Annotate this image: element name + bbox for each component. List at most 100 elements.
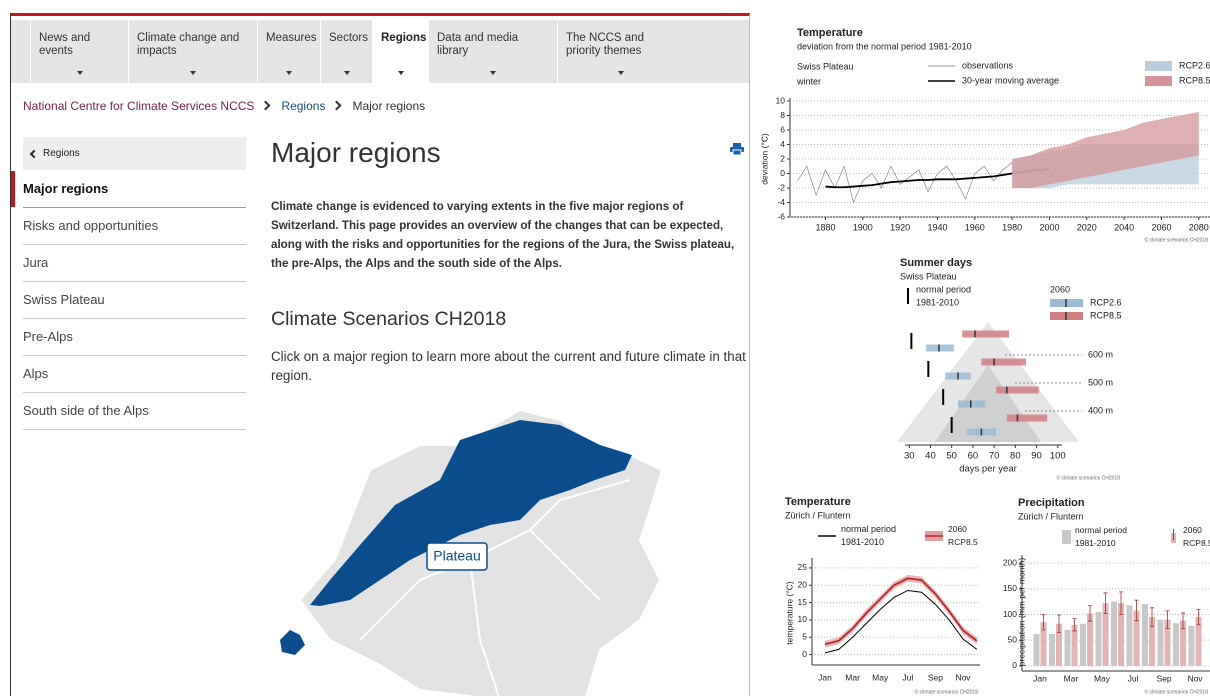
bar <box>1126 605 1133 666</box>
y-tick-label: 6 <box>780 124 785 134</box>
bar <box>1095 611 1102 666</box>
x-tick-label: 80 <box>1010 451 1021 462</box>
range-bar <box>981 358 1026 366</box>
x-tick-label: Nov <box>955 672 971 682</box>
y-tick-label: 10 <box>798 614 808 624</box>
legend-label: RCP8.5 <box>948 537 978 547</box>
y-tick-label: 25 <box>798 562 808 572</box>
band <box>825 574 977 648</box>
map-label[interactable]: Plateau <box>433 548 480 564</box>
dropdown-arrow <box>343 71 350 75</box>
legend-label: RCP8.5 <box>1179 75 1210 85</box>
x-tick-label: Jan <box>1033 673 1047 683</box>
x-axis-label: days per year <box>959 464 1017 475</box>
dropdown-arrow <box>286 71 292 75</box>
sidebar-item[interactable]: Risks and opportunities <box>23 208 246 245</box>
nav-tab[interactable]: Measures <box>257 20 320 83</box>
bar <box>1071 624 1078 666</box>
legend-label: normal period <box>1075 525 1127 535</box>
nav-tab[interactable]: News and events <box>30 20 128 83</box>
website: News and events Climate change and impact… <box>10 13 750 696</box>
y-tick-label: -6 <box>777 211 785 221</box>
error-bar <box>1041 614 1046 631</box>
y-tick-label: 0 <box>802 649 807 659</box>
x-tick-label: 1960 <box>965 222 985 232</box>
bar <box>1142 604 1148 666</box>
legend-label: 2060 <box>1050 284 1070 294</box>
y-tick-label: 100 <box>1003 609 1017 619</box>
nav-tab[interactable]: The NCCS and priority themes <box>557 20 684 83</box>
bar <box>1049 634 1055 666</box>
x-tick-label: Mar <box>1064 673 1079 683</box>
legend-label: 2060 <box>1183 525 1202 535</box>
nav-tab[interactable]: Regions <box>372 20 428 83</box>
range-bar <box>962 330 1009 338</box>
back-link[interactable]: Regions <box>23 137 246 170</box>
dropdown-arrow <box>190 71 196 75</box>
y-tick-label: 150 <box>1003 583 1017 593</box>
bar <box>1087 613 1093 666</box>
crumb-link[interactable]: Regions <box>281 99 326 113</box>
nav-tab[interactable]: Sectors <box>320 20 372 83</box>
altitude-label: 400 m <box>1088 405 1113 415</box>
map-label-box[interactable] <box>426 542 488 571</box>
dropdown-arrow <box>490 71 496 75</box>
x-tick-label: 2000 <box>1039 222 1059 232</box>
legend-label: observations <box>962 60 1014 70</box>
error-bar <box>1119 591 1123 615</box>
legend-swatch <box>1145 76 1172 86</box>
sidebar-item[interactable]: Major regions <box>11 171 246 208</box>
x-tick-label: 1940 <box>927 222 947 232</box>
legend-label: 1981-2010 <box>841 537 884 547</box>
altitude-label: 600 m <box>1088 349 1113 359</box>
region-border <box>469 559 500 696</box>
error-bar <box>1165 610 1170 629</box>
chart-subtitle: Zürich / Fluntern <box>785 510 851 520</box>
legend-swatch <box>1145 61 1172 71</box>
sidebar-item[interactable]: Pre-Alps <box>23 319 246 356</box>
y-tick-label: 0 <box>780 168 785 178</box>
x-tick-label: 2080 <box>1189 222 1209 232</box>
error-bar <box>1196 608 1201 626</box>
crumb-current: Major regions <box>352 99 426 113</box>
error-bar <box>1134 599 1139 622</box>
range-bar <box>958 400 986 408</box>
x-tick-label: 70 <box>989 451 1000 462</box>
chart-title: Temperature <box>797 27 863 39</box>
region-plateau[interactable] <box>310 420 632 606</box>
y-tick-label: 15 <box>798 597 808 607</box>
x-tick-label: 90 <box>1031 451 1042 462</box>
x-tick-label: 40 <box>925 451 936 462</box>
region: Swiss Plateau <box>797 61 854 71</box>
sidebar-item[interactable]: Swiss Plateau <box>23 282 246 319</box>
breadcrumb: National Centre for Climate Services NCC… <box>23 99 431 113</box>
legend-label: normal period <box>916 284 971 294</box>
nav-tab[interactable]: Data and media library <box>428 20 557 83</box>
error-bar <box>1088 605 1092 622</box>
region-geneva[interactable] <box>280 630 305 655</box>
y-tick-label: 10 <box>776 95 786 105</box>
bar <box>1111 601 1117 666</box>
x-tick-label: Mar <box>845 672 860 682</box>
sidebar-item[interactable]: Jura <box>23 245 246 282</box>
dropdown-arrow <box>397 71 404 75</box>
bar <box>1180 620 1186 666</box>
sidebar-item[interactable]: South side of the Alps <box>23 393 246 430</box>
sidebar-item[interactable]: Alps <box>23 356 246 393</box>
page-title: Major regions <box>271 137 441 168</box>
range-bar <box>926 344 954 352</box>
nav-tab[interactable]: Climate change and impacts <box>128 20 257 83</box>
y-axis-label: deviation (°C) <box>759 133 769 185</box>
chart-subtitle: Swiss Plateau <box>900 271 957 281</box>
error-bar <box>1103 592 1108 614</box>
bar <box>1164 619 1171 666</box>
print-icon[interactable] <box>730 143 744 155</box>
y-tick-label: -4 <box>777 197 785 207</box>
back-label: Regions <box>43 148 80 159</box>
legend-label: RCP8.5 <box>1183 538 1210 548</box>
mountain <box>935 365 1041 442</box>
error-bar <box>1072 618 1077 632</box>
crumb-link[interactable]: National Centre for Climate Services NCC… <box>23 99 255 113</box>
